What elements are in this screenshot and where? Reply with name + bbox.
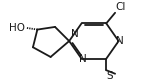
Text: N: N [116,36,123,46]
Text: HO: HO [9,23,25,33]
Text: N: N [79,54,86,64]
Text: S: S [107,71,113,81]
Text: N: N [71,29,79,39]
Text: Cl: Cl [116,2,126,12]
